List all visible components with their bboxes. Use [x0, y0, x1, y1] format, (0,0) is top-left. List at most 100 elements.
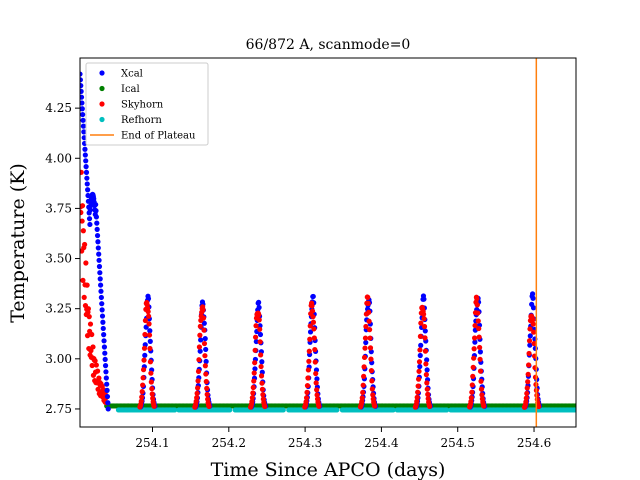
y-tick-label: 3.25: [45, 302, 72, 316]
xcal-point: [530, 295, 536, 301]
xcal-point: [80, 71, 83, 77]
xcal-point: [252, 366, 258, 372]
xcal-point: [80, 111, 86, 118]
skyhorn-point: [360, 382, 366, 388]
skyhorn-point: [365, 300, 371, 306]
xcal-point: [527, 342, 533, 348]
skyhorn-point: [316, 403, 322, 409]
skyhorn-point: [422, 335, 428, 341]
skyhorn-point: [474, 296, 480, 302]
refhorn-point: [444, 407, 450, 413]
y-tick-label: 3.00: [45, 352, 72, 366]
skyhorn-point: [471, 335, 478, 341]
xcal-point: [532, 345, 538, 352]
skyhorn-point: [527, 326, 533, 332]
skyhorn-point: [530, 321, 536, 327]
skyhorn-point: [259, 386, 266, 392]
xcal-point: [93, 201, 99, 208]
skyhorn-point: [204, 385, 210, 391]
skyhorn-point: [140, 375, 146, 381]
xcal-point: [98, 282, 104, 288]
skyhorn-point: [523, 395, 529, 401]
skyhorn-point: [470, 364, 476, 370]
skyhorn-point: [477, 356, 483, 362]
skyhorn-point: [201, 327, 207, 333]
x-axis: 254.1 254.2 254.3 254.4 254.5 254.6: [135, 427, 551, 450]
xcal-point: [98, 294, 104, 301]
x-tick-label: 254.2: [212, 436, 246, 450]
skyhorn-point: [84, 282, 90, 288]
skyhorn-point: [422, 348, 429, 354]
skyhorn-point: [314, 392, 320, 398]
xcal-point: [94, 220, 100, 226]
legend-label: Skyhorn: [121, 100, 164, 111]
y-axis-label: Temperature (K): [7, 163, 29, 323]
skyhorn-point: [360, 389, 366, 396]
skyhorn-point: [146, 313, 152, 319]
skyhorn-point: [361, 354, 368, 361]
xcal-point: [363, 339, 369, 346]
xcal-point: [529, 291, 536, 297]
skyhorn-point: [471, 346, 477, 352]
xcal-point: [201, 320, 207, 326]
skyhorn-point: [146, 321, 152, 327]
skyhorn-point: [139, 388, 145, 395]
y-tick-label: 3.75: [45, 201, 72, 215]
skyhorn-point: [149, 391, 155, 397]
skyhorn-point: [526, 338, 533, 344]
xcal-point: [421, 296, 427, 302]
skyhorn-point: [305, 375, 311, 381]
skyhorn-point: [477, 368, 484, 374]
skyhorn-point: [251, 378, 257, 384]
xcal-point: [310, 293, 316, 300]
plot-frame: [79, 57, 577, 428]
xcal-point: [477, 349, 483, 355]
skyhorn-point: [194, 390, 200, 396]
skyhorn-point: [525, 371, 531, 377]
skyhorn-point: [256, 312, 262, 318]
xcal-point: [203, 346, 209, 353]
skyhorn-point: [196, 357, 202, 363]
skyhorn-point: [476, 334, 482, 340]
skyhorn-point: [468, 398, 474, 405]
legend: Xcal Ical Skyhorn Refhorn End of Plateau: [85, 62, 209, 146]
xcal-point: [83, 164, 89, 170]
xcal-point: [203, 358, 209, 365]
skyhorn-point: [142, 331, 148, 338]
skyhorn-point: [526, 350, 532, 357]
xcal-point: [104, 387, 110, 393]
xcal-point: [101, 332, 107, 338]
xcal-point: [80, 88, 84, 94]
skyhorn-point: [194, 385, 201, 391]
skyhorn-point: [367, 345, 374, 351]
skyhorn-point: [416, 368, 422, 374]
skyhorn-point: [309, 303, 315, 309]
refhorn-point: [334, 407, 340, 413]
skyhorn-point: [90, 344, 96, 350]
skyhorn-point: [472, 322, 478, 329]
skyhorn-point: [416, 359, 423, 365]
xcal-point: [99, 301, 105, 307]
xcal-point: [80, 100, 85, 106]
xcal-point: [86, 216, 93, 222]
xcal-point: [80, 106, 85, 112]
skyhorn-point: [140, 367, 147, 373]
skyhorn-point: [202, 363, 208, 369]
skyhorn-point: [151, 403, 157, 409]
xcal-point: [84, 175, 90, 181]
skyhorn-point: [147, 345, 153, 352]
xcal-point: [88, 203, 94, 209]
skyhorn-point: [257, 326, 263, 332]
skyhorn-point: [475, 318, 481, 324]
skyhorn-point: [469, 389, 475, 395]
skyhorn-point: [93, 362, 99, 368]
xcal-point: [99, 313, 106, 319]
x-axis-label: Time Since APCO (days): [211, 459, 446, 480]
skyhorn-point: [148, 379, 154, 385]
skyhorn-point: [524, 390, 530, 397]
skyhorn-point: [250, 390, 256, 396]
skyhorn-point: [525, 379, 531, 385]
skyhorn-point: [203, 378, 209, 385]
xcal-point: [101, 344, 108, 350]
skyhorn-point: [417, 347, 423, 353]
